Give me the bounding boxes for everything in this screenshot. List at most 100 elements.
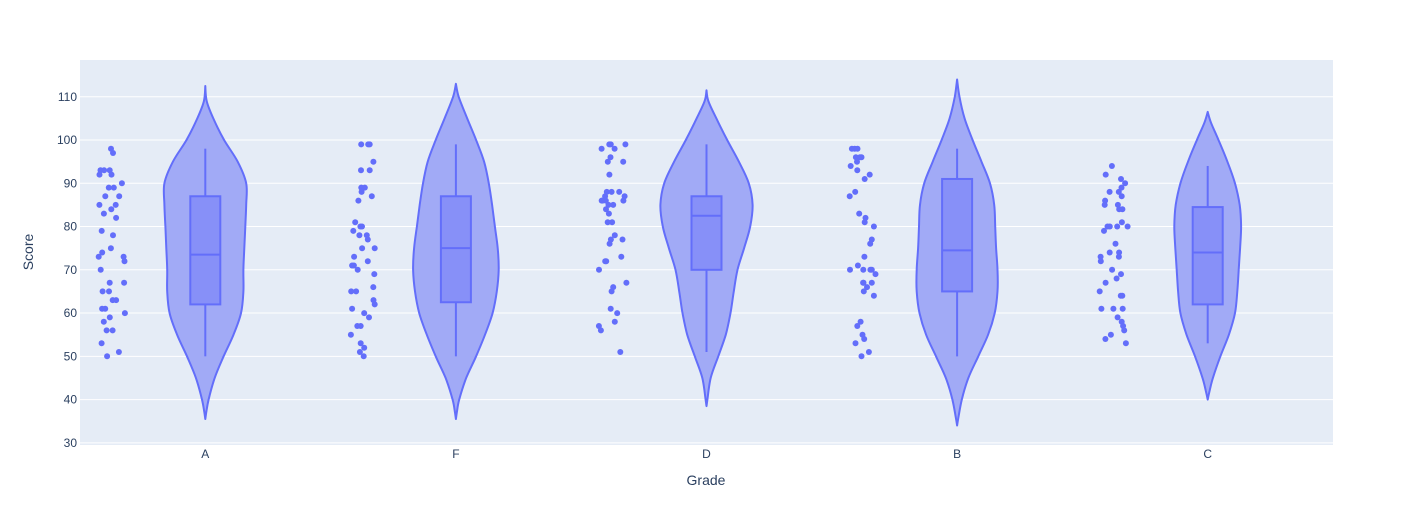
data-point[interactable]: [358, 188, 365, 195]
data-point[interactable]: [366, 314, 372, 321]
data-point[interactable]: [847, 163, 854, 169]
data-point[interactable]: [1118, 193, 1125, 200]
data-point[interactable]: [856, 210, 863, 217]
data-point[interactable]: [857, 154, 863, 161]
data-point[interactable]: [1096, 288, 1103, 295]
data-point[interactable]: [1097, 253, 1104, 260]
data-point[interactable]: [846, 193, 853, 200]
data-point[interactable]: [619, 236, 626, 243]
data-point[interactable]: [360, 353, 367, 360]
data-point[interactable]: [620, 197, 627, 204]
data-point[interactable]: [860, 279, 867, 286]
data-point[interactable]: [96, 171, 103, 178]
data-point[interactable]: [371, 301, 378, 308]
data-point[interactable]: [358, 141, 365, 148]
data-point[interactable]: [1122, 180, 1129, 187]
data-point[interactable]: [611, 145, 618, 152]
data-point[interactable]: [352, 219, 359, 226]
data-point[interactable]: [103, 327, 110, 334]
data-point[interactable]: [115, 349, 122, 355]
data-point[interactable]: [96, 201, 103, 208]
data-point[interactable]: [1106, 249, 1113, 256]
data-point[interactable]: [1118, 176, 1124, 182]
data-point[interactable]: [611, 232, 618, 239]
data-point[interactable]: [112, 201, 119, 208]
data-point[interactable]: [870, 223, 877, 230]
data-point[interactable]: [618, 253, 625, 260]
data-point[interactable]: [607, 141, 614, 148]
data-point[interactable]: [106, 279, 113, 286]
data-point[interactable]: [852, 340, 859, 347]
data-point[interactable]: [617, 349, 624, 355]
data-point[interactable]: [1115, 188, 1122, 195]
data-point[interactable]: [101, 167, 108, 174]
data-point[interactable]: [371, 271, 378, 278]
box-D[interactable]: [690, 195, 723, 271]
data-point[interactable]: [867, 240, 874, 247]
data-point[interactable]: [361, 184, 368, 191]
data-point[interactable]: [608, 288, 615, 295]
data-point[interactable]: [865, 349, 872, 355]
data-point[interactable]: [870, 292, 877, 299]
data-point[interactable]: [116, 193, 123, 200]
data-point[interactable]: [1118, 184, 1125, 191]
data-point[interactable]: [113, 297, 120, 304]
box-F[interactable]: [439, 195, 472, 304]
data-point[interactable]: [1114, 223, 1121, 230]
data-point[interactable]: [100, 318, 107, 325]
data-point[interactable]: [366, 167, 373, 174]
data-point[interactable]: [860, 266, 867, 273]
data-point[interactable]: [1116, 249, 1123, 256]
data-point[interactable]: [353, 288, 360, 295]
data-point[interactable]: [861, 336, 868, 342]
data-point[interactable]: [355, 197, 362, 204]
box-B[interactable]: [941, 177, 974, 293]
data-point[interactable]: [857, 318, 864, 325]
data-point[interactable]: [121, 258, 128, 265]
data-point[interactable]: [364, 236, 371, 243]
data-point[interactable]: [1118, 219, 1125, 226]
data-point[interactable]: [852, 188, 859, 195]
data-point[interactable]: [1102, 279, 1109, 286]
data-point[interactable]: [100, 210, 107, 217]
data-point[interactable]: [371, 245, 378, 252]
data-point[interactable]: [854, 167, 861, 174]
data-point[interactable]: [860, 288, 867, 295]
data-point[interactable]: [364, 258, 371, 265]
data-point[interactable]: [1119, 206, 1126, 213]
box-C[interactable]: [1191, 206, 1224, 306]
data-point[interactable]: [350, 227, 357, 234]
data-point[interactable]: [854, 323, 861, 329]
data-point[interactable]: [1108, 163, 1115, 169]
data-point[interactable]: [868, 266, 875, 273]
data-point[interactable]: [1102, 197, 1109, 204]
data-point[interactable]: [349, 262, 356, 269]
data-point[interactable]: [370, 158, 377, 165]
data-point[interactable]: [99, 288, 106, 295]
data-point[interactable]: [97, 266, 104, 273]
data-point[interactable]: [104, 353, 111, 360]
data-point[interactable]: [1106, 223, 1113, 230]
data-point[interactable]: [1102, 336, 1109, 342]
data-point[interactable]: [1098, 305, 1105, 312]
data-point[interactable]: [1107, 331, 1114, 338]
data-point[interactable]: [611, 318, 618, 325]
data-point[interactable]: [354, 323, 361, 329]
data-point[interactable]: [609, 219, 616, 226]
data-point[interactable]: [108, 171, 115, 178]
data-point[interactable]: [597, 327, 604, 334]
data-point[interactable]: [854, 145, 861, 152]
data-point[interactable]: [356, 349, 363, 355]
data-point[interactable]: [1118, 271, 1124, 278]
data-point[interactable]: [607, 154, 614, 161]
data-point[interactable]: [349, 305, 356, 312]
data-point[interactable]: [105, 184, 112, 191]
data-point[interactable]: [858, 353, 865, 360]
data-point[interactable]: [1117, 292, 1124, 299]
data-point[interactable]: [1106, 188, 1113, 195]
data-point[interactable]: [598, 145, 605, 152]
data-point[interactable]: [110, 184, 117, 191]
data-point[interactable]: [368, 193, 375, 200]
data-point[interactable]: [99, 249, 106, 256]
data-point[interactable]: [605, 210, 612, 217]
